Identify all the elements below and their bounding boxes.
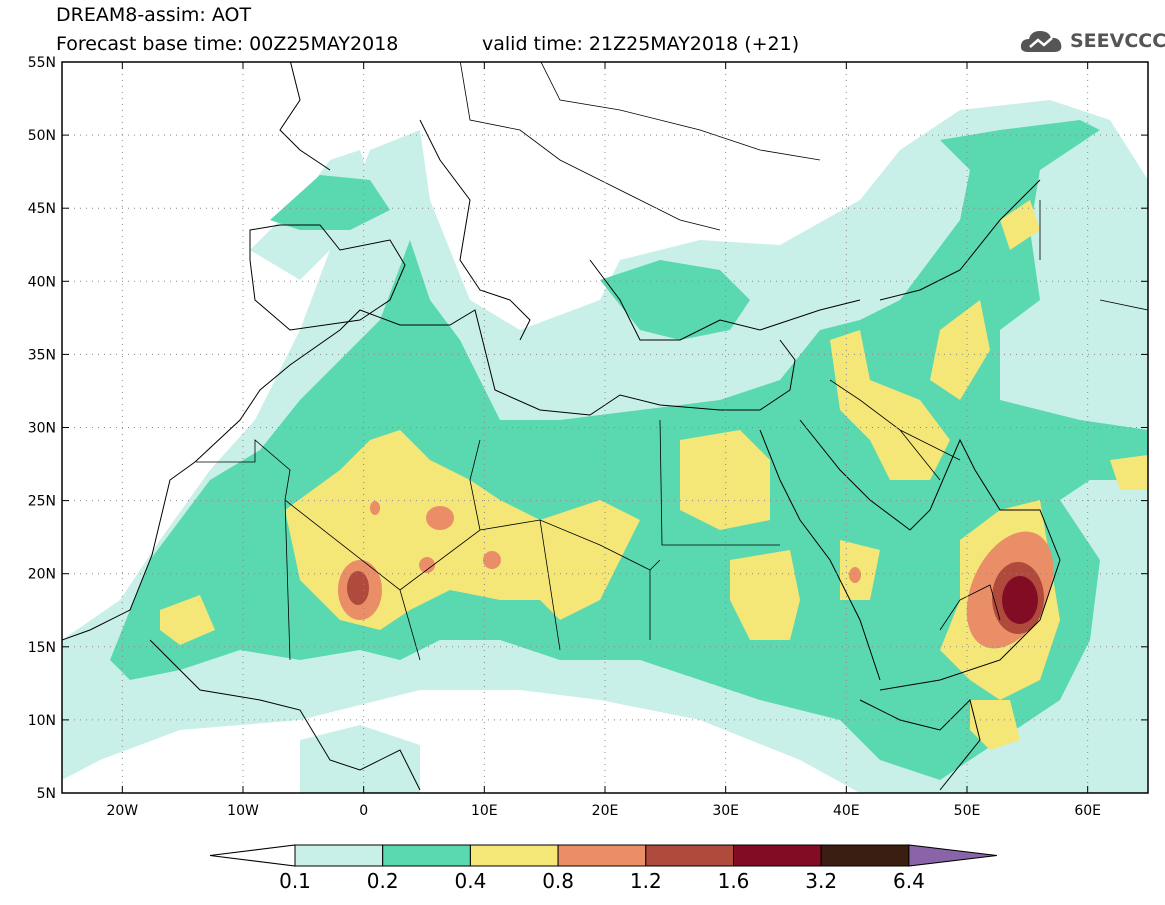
colorbar-label: 0.8 — [542, 869, 574, 893]
lat-tick-label: 15N — [28, 640, 56, 656]
valid-time-label: valid time: 21Z25MAY2018 (+21) — [482, 33, 800, 55]
colorbar-swatch — [382, 844, 471, 867]
colorbar-swatch — [469, 844, 559, 867]
lon-tick-label: 10E — [471, 803, 498, 819]
lat-tick-label: 35N — [28, 347, 56, 363]
lon-tick-label: 40E — [833, 803, 860, 819]
colorbar-swatch — [557, 844, 647, 867]
lat-tick-label: 5N — [37, 786, 56, 802]
colorbar-label: 6.4 — [893, 869, 925, 893]
colorbar-arrow-low — [209, 844, 296, 867]
colorbar-swatch — [820, 844, 910, 867]
logo-text: SEEVCCC — [1070, 30, 1165, 52]
colorbar-label: 0.1 — [279, 869, 311, 893]
lon-tick-label: 50E — [954, 803, 981, 819]
colorbar-label: 0.2 — [367, 869, 399, 893]
coastlines — [62, 62, 1061, 791]
lon-tick-label: 10W — [227, 803, 259, 819]
map-grid — [62, 62, 1148, 793]
lon-tick-label: 0 — [359, 803, 368, 819]
colorbar-label: 0.4 — [454, 869, 486, 893]
lat-tick-label: 25N — [28, 494, 56, 510]
map-title: DREAM8-assim: AOT — [56, 4, 252, 26]
lon-tick-label: 20W — [106, 803, 138, 819]
colorbar-label: 1.6 — [718, 869, 750, 893]
colorbar: 0.1 0.2 0.4 0.8 1.2 1.6 3.2 6.4 — [209, 844, 997, 893]
colorbar-label: 3.2 — [805, 869, 837, 893]
lat-tick-label: 50N — [28, 128, 56, 144]
country-borders — [196, 62, 1148, 661]
lat-tick-label: 40N — [28, 274, 56, 290]
lat-tick-label: 30N — [28, 421, 56, 437]
axis-ticks: 20W 10W 0 10E 20E 30E 40E 50E 60E 55N 50N 45N 40N 35N… — [28, 55, 1148, 819]
aot-field — [62, 62, 1148, 793]
lat-tick-label: 10N — [28, 713, 56, 729]
lat-tick-label: 20N — [28, 567, 56, 583]
base-time-label: Forecast base time: 00Z25MAY2018 — [56, 33, 399, 55]
colorbar-swatch — [645, 844, 734, 867]
colorbar-arrow-high — [908, 844, 997, 867]
lat-tick-label: 55N — [28, 55, 56, 71]
colorbar-swatch — [733, 844, 822, 867]
cloud-icon — [1020, 31, 1062, 52]
lon-tick-label: 60E — [1074, 803, 1101, 819]
aot-level-1.6 — [1002, 576, 1038, 624]
seevccc-logo: SEEVCCC — [1018, 26, 1165, 56]
colorbar-swatch — [294, 844, 384, 867]
lon-tick-label: 30E — [712, 803, 739, 819]
lon-tick-label: 20E — [592, 803, 619, 819]
colorbar-label: 1.2 — [630, 869, 662, 893]
lat-tick-label: 45N — [28, 201, 56, 217]
